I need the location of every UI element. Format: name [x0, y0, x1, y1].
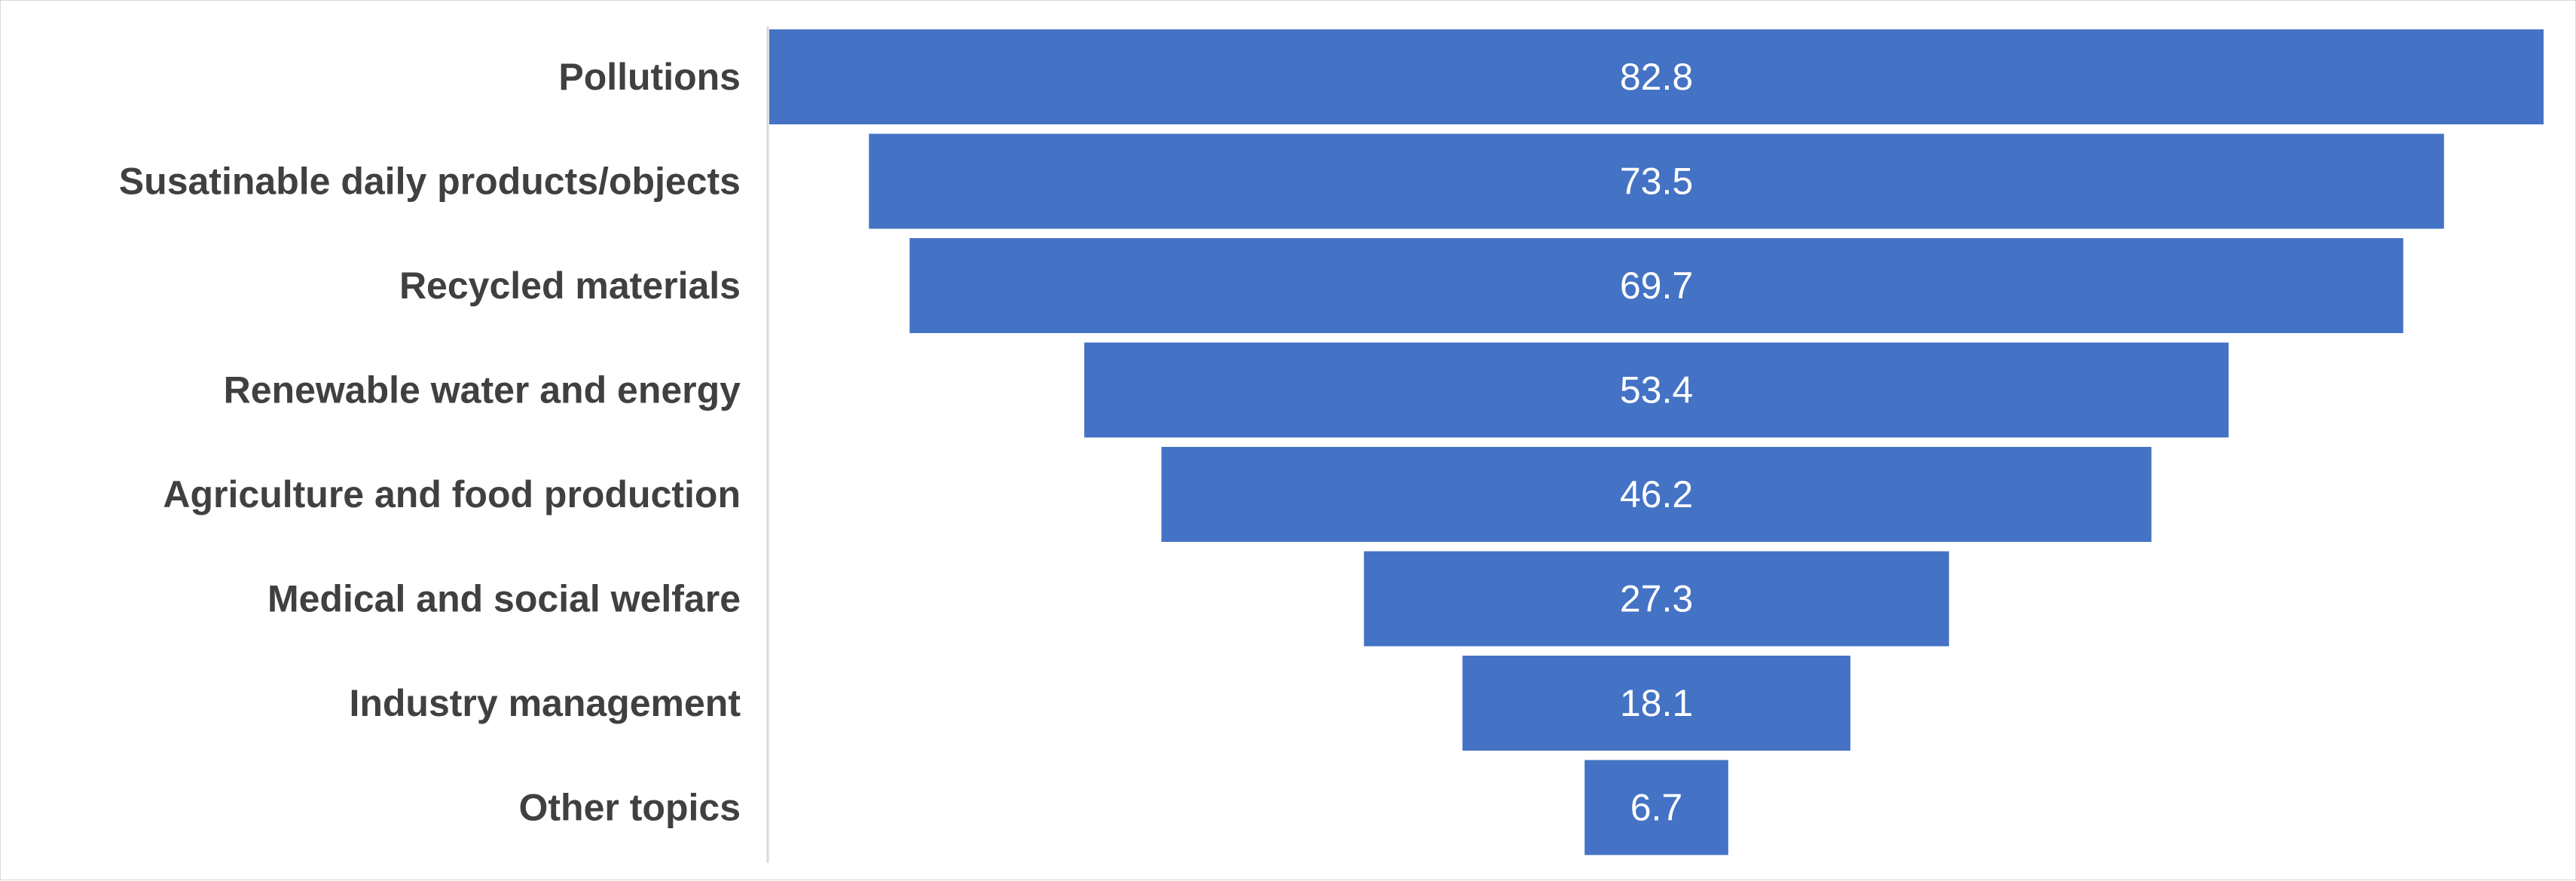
category-label-8: Other topics: [519, 787, 741, 829]
bars-layer: 82.8 73.5 69.7 53.4 46.2 27.3 18.1 6.7: [769, 29, 2544, 855]
data-label-7: 18.1: [1620, 682, 1693, 724]
category-label-3: Recycled materials: [399, 265, 741, 307]
category-label-4: Renewable water and energy: [224, 369, 741, 411]
data-label-1: 82.8: [1620, 56, 1693, 98]
category-label-7: Industry management: [349, 682, 741, 724]
category-label-2: Susatinable daily products/objects: [119, 161, 741, 203]
category-label-6: Medical and social welfare: [267, 578, 741, 620]
category-label-5: Agriculture and food production: [163, 473, 741, 515]
data-label-8: 6.7: [1630, 787, 1683, 829]
category-labels-layer: Pollutions Susatinable daily products/obj…: [119, 56, 741, 829]
data-label-5: 46.2: [1620, 473, 1693, 515]
data-label-4: 53.4: [1620, 369, 1693, 411]
category-label-1: Pollutions: [558, 56, 741, 98]
data-label-2: 73.5: [1620, 161, 1693, 203]
data-label-3: 69.7: [1620, 265, 1693, 307]
data-label-6: 27.3: [1620, 578, 1693, 620]
